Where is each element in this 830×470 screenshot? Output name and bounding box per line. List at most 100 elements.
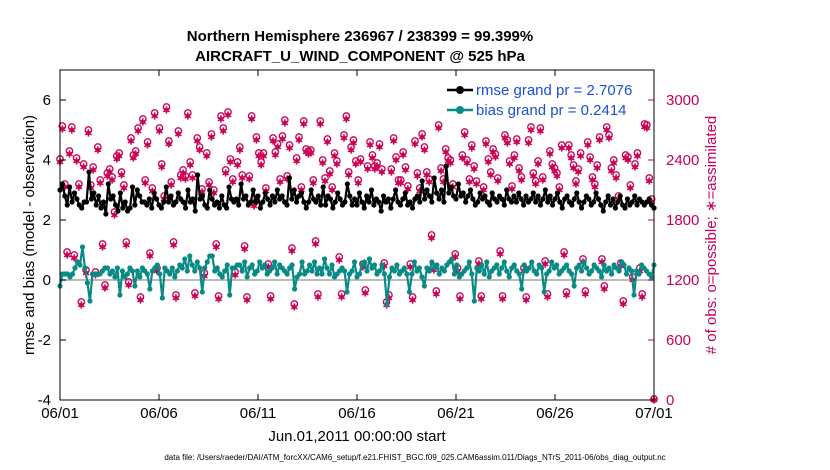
obs-assimilated-marker — [236, 146, 244, 154]
obs-assimilated-core — [164, 108, 169, 112]
obs-assimilated-core — [398, 181, 403, 185]
bias-point — [579, 268, 585, 274]
obs-assimilated-core — [640, 295, 645, 299]
rmse-point — [419, 178, 425, 184]
bias-point — [486, 274, 492, 280]
obs-assimilated-core — [370, 156, 375, 160]
bias-point — [144, 271, 150, 277]
obs-assimilated-marker — [399, 151, 407, 159]
obs-assimilated-marker — [217, 115, 225, 123]
rmse-point — [315, 193, 321, 199]
obs-assimilated-marker — [167, 181, 175, 189]
bias-point — [194, 259, 200, 265]
rmse-point — [632, 193, 638, 199]
rmse-point — [426, 193, 433, 199]
obs-assimilated-marker — [423, 171, 431, 179]
obs-assimilated-core — [550, 165, 555, 169]
obs-assimilated-marker — [527, 126, 535, 134]
legend-bias-label: bias grand pr = 0.2414 — [476, 102, 627, 119]
obs-assimilated-marker — [491, 153, 499, 161]
obs-assimilated-core — [233, 273, 238, 277]
bias-point — [608, 271, 615, 277]
rmse-point — [332, 199, 338, 205]
bias-point — [179, 265, 185, 271]
obs-assimilated-marker — [397, 179, 405, 187]
rmse-point — [163, 184, 169, 190]
obs-assimilated-core — [491, 150, 496, 154]
obs-assimilated-core — [278, 180, 283, 184]
bias-point — [529, 259, 535, 265]
obs-assimilated-marker — [207, 133, 215, 141]
obs-assimilated-core — [356, 181, 361, 185]
obs-assimilated-core — [621, 302, 626, 306]
obs-assimilated-marker — [224, 111, 232, 119]
rmse-point — [436, 196, 442, 202]
obs-assimilated-marker — [570, 164, 578, 172]
rmse-point — [175, 190, 181, 196]
obs-assimilated-core — [320, 161, 325, 165]
obs-assimilated-core — [346, 173, 351, 177]
obs-assimilated-core — [145, 143, 150, 147]
rmse-point — [569, 202, 575, 208]
obs-assimilated-core — [488, 173, 493, 177]
rmse-point — [248, 199, 254, 205]
bias-point — [484, 259, 490, 265]
bias-point — [209, 253, 215, 259]
obs-assimilated-marker — [118, 171, 126, 179]
plot-area — [60, 70, 654, 400]
obs-assimilated-marker — [432, 290, 440, 298]
bias-point — [569, 271, 575, 277]
obs-assimilated-core — [223, 171, 228, 175]
obs-assimilated-marker — [603, 126, 611, 134]
rmse-point — [453, 196, 459, 202]
obs-assimilated-core — [341, 136, 346, 140]
bias-point — [304, 268, 310, 274]
obs-assimilated-core — [545, 295, 550, 299]
obs-assimilated-marker — [260, 152, 268, 160]
obs-assimilated-core — [254, 138, 259, 142]
obs-assimilated-core — [365, 167, 370, 171]
obs-assimilated-marker — [626, 184, 634, 192]
bias-point — [464, 265, 470, 271]
obs-assimilated-marker — [470, 165, 478, 173]
rmse-point — [501, 202, 507, 208]
bias-point — [601, 262, 607, 268]
bias-point — [376, 268, 383, 274]
rmse-point — [494, 199, 500, 205]
obs-assimilated-marker — [172, 294, 180, 302]
obs-assimilated-core — [107, 170, 112, 174]
rmse-point — [122, 199, 128, 205]
rmse-point — [337, 196, 343, 202]
rmse-point — [354, 202, 360, 208]
bias-point — [269, 265, 275, 271]
y-tick-right-label: 0 — [666, 392, 674, 409]
rmse-point — [91, 190, 97, 196]
rmse-point — [537, 202, 544, 208]
rmse-point — [455, 181, 462, 187]
obs-assimilated-marker — [252, 136, 260, 144]
bias-point — [119, 268, 125, 274]
rmse-point — [330, 205, 336, 211]
obs-assimilated-marker — [297, 186, 305, 194]
obs-assimilated-core — [391, 139, 396, 143]
bias-point — [416, 265, 422, 271]
bias-point — [381, 271, 388, 277]
obs-assimilated-marker — [456, 295, 464, 303]
rmse-point — [361, 205, 367, 211]
obs-assimilated-marker — [600, 285, 608, 293]
obs-assimilated-core — [65, 253, 70, 257]
obs-assimilated-core — [543, 262, 548, 266]
rmse-point — [610, 196, 616, 202]
bias-point — [192, 268, 198, 274]
obs-assimilated-marker — [539, 176, 547, 184]
obs-assimilated-core — [472, 167, 477, 171]
rmse-point — [549, 202, 556, 208]
obs-assimilated-marker — [96, 179, 104, 187]
rmse-point — [552, 196, 558, 202]
obs-assimilated-marker — [588, 176, 596, 184]
rmse-point — [243, 193, 249, 199]
obs-assimilated-marker — [411, 140, 419, 148]
obs-assimilated-core — [457, 297, 462, 301]
rmse-point — [83, 199, 90, 205]
obs-assimilated-marker — [406, 263, 414, 271]
